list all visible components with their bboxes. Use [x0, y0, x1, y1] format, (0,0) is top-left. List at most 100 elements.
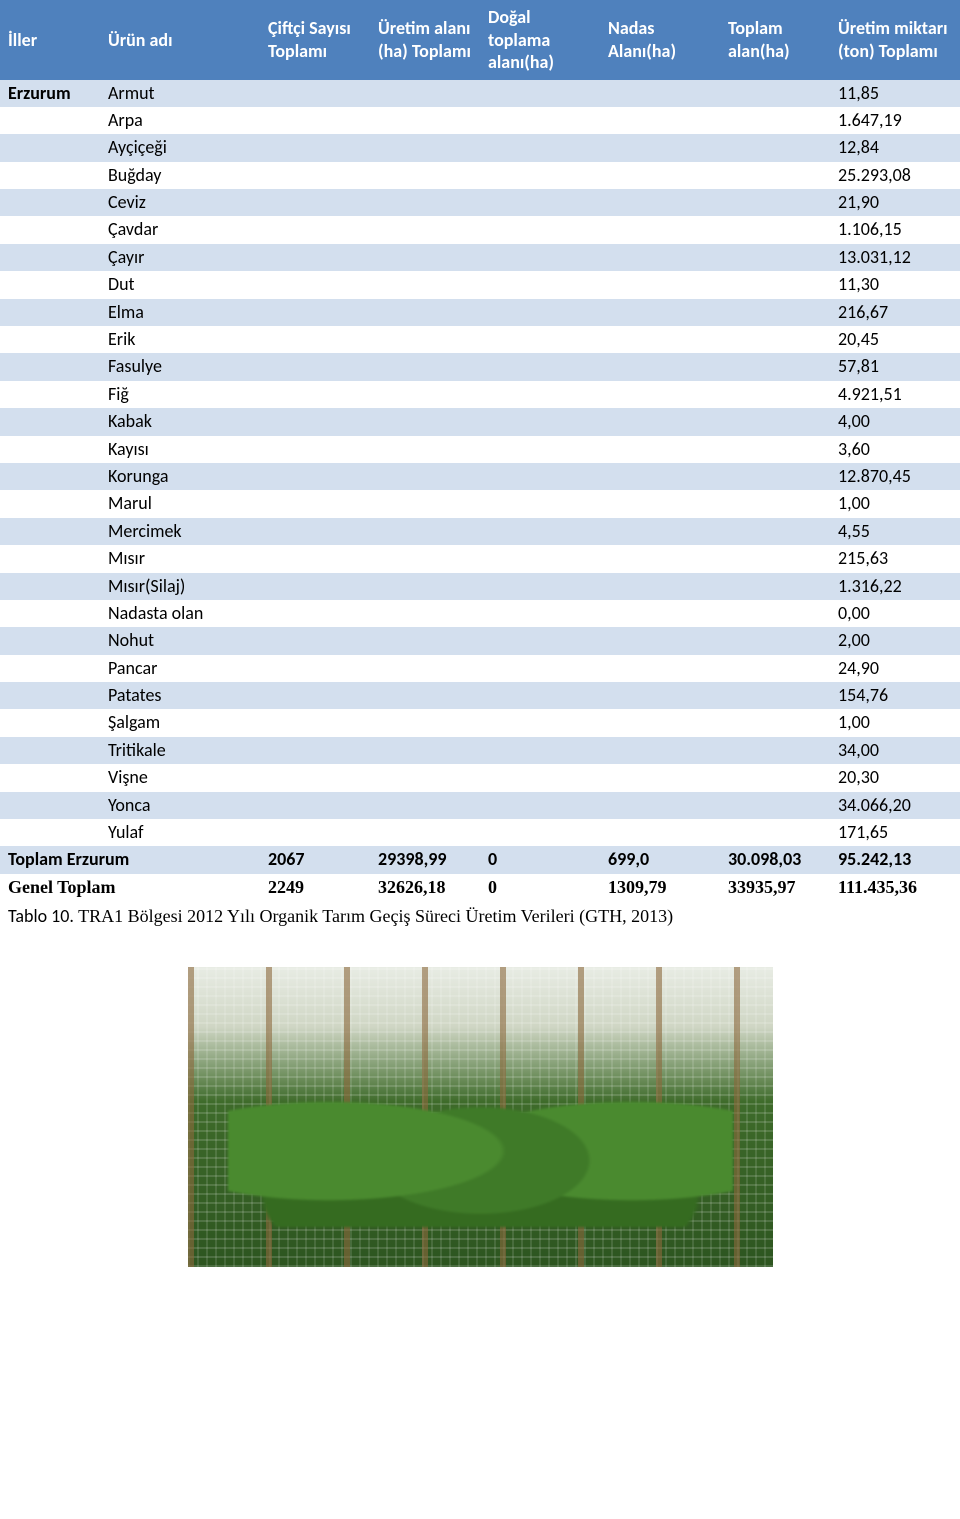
cell [720, 326, 830, 353]
cell: 20,45 [830, 326, 960, 353]
cell [600, 682, 720, 709]
cell [600, 627, 720, 654]
table-header-row: İllerÜrün adıÇiftçi Sayısı ToplamıÜretim… [0, 0, 960, 80]
cell: Ayçiçeği [100, 134, 260, 161]
cell: Nohut [100, 627, 260, 654]
cell: Buğday [100, 162, 260, 189]
cell [480, 655, 600, 682]
table-row: Korunga12.870,45 [0, 463, 960, 490]
cell [720, 600, 830, 627]
cell [370, 381, 480, 408]
cell: Mısır(Silaj) [100, 573, 260, 600]
cell [370, 189, 480, 216]
table-row: Elma216,67 [0, 299, 960, 326]
cell [370, 326, 480, 353]
cell: 21,90 [830, 189, 960, 216]
cell [370, 80, 480, 107]
cell: 0,00 [830, 600, 960, 627]
cell [0, 381, 100, 408]
cell [720, 271, 830, 298]
cell [600, 545, 720, 572]
cell [370, 353, 480, 380]
cell: 32626,18 [370, 874, 480, 901]
cell: Fiğ [100, 381, 260, 408]
cell [720, 353, 830, 380]
cell: 29398,99 [370, 846, 480, 873]
table-row: Kayısı3,60 [0, 436, 960, 463]
cell [720, 381, 830, 408]
cell: Erik [100, 326, 260, 353]
cell: Tritikale [100, 737, 260, 764]
cell [0, 518, 100, 545]
cell [260, 162, 370, 189]
cell [720, 655, 830, 682]
cell: Mısır [100, 545, 260, 572]
table-row: Mercimek4,55 [0, 518, 960, 545]
caption-prefix: Tablo 10. [8, 905, 74, 927]
cell [600, 518, 720, 545]
cell [0, 353, 100, 380]
cell [260, 792, 370, 819]
cell [0, 436, 100, 463]
cell [0, 189, 100, 216]
cell [0, 162, 100, 189]
cell: Fasulye [100, 353, 260, 380]
cell [370, 737, 480, 764]
cell: 4,55 [830, 518, 960, 545]
col-header-5: Nadas Alanı(ha) [600, 0, 720, 80]
cell: 34.066,20 [830, 792, 960, 819]
cell [480, 134, 600, 161]
cell [0, 134, 100, 161]
cell [720, 709, 830, 736]
cell [720, 792, 830, 819]
cell [0, 271, 100, 298]
col-header-3: Üretim alanı (ha) Toplamı [370, 0, 480, 80]
cell [480, 737, 600, 764]
cell [600, 80, 720, 107]
cell [600, 655, 720, 682]
cell: Marul [100, 490, 260, 517]
cell [370, 244, 480, 271]
table-row: Buğday25.293,08 [0, 162, 960, 189]
cell [260, 764, 370, 791]
cell: 30.098,03 [720, 846, 830, 873]
cell [720, 518, 830, 545]
cell [480, 381, 600, 408]
cell [480, 573, 600, 600]
table-row: Mısır(Silaj)1.316,22 [0, 573, 960, 600]
table-row: Erik 20,45 [0, 326, 960, 353]
cell: 0 [480, 846, 600, 873]
cell [260, 545, 370, 572]
cell: Yulaf [100, 819, 260, 846]
cell: 1,00 [830, 709, 960, 736]
cell [370, 107, 480, 134]
cell [600, 299, 720, 326]
table-row: Fiğ4.921,51 [0, 381, 960, 408]
cell [600, 408, 720, 435]
cell [0, 408, 100, 435]
cell [0, 545, 100, 572]
table-row: Nadasta olan0,00 [0, 600, 960, 627]
cell [0, 573, 100, 600]
cell [370, 518, 480, 545]
cell [480, 490, 600, 517]
cell: 154,76 [830, 682, 960, 709]
cell [600, 189, 720, 216]
cell [0, 600, 100, 627]
cell [260, 244, 370, 271]
cell [720, 737, 830, 764]
cell [370, 545, 480, 572]
cell [260, 353, 370, 380]
col-header-4: Doğal toplama alanı(ha) [480, 0, 600, 80]
cell: Dut [100, 271, 260, 298]
cell [370, 655, 480, 682]
cell: 13.031,12 [830, 244, 960, 271]
cell [600, 490, 720, 517]
cell [600, 764, 720, 791]
cell: Erzurum [0, 80, 100, 107]
cell [480, 682, 600, 709]
cell: 57,81 [830, 353, 960, 380]
cell [260, 107, 370, 134]
cell [600, 326, 720, 353]
cell [260, 271, 370, 298]
